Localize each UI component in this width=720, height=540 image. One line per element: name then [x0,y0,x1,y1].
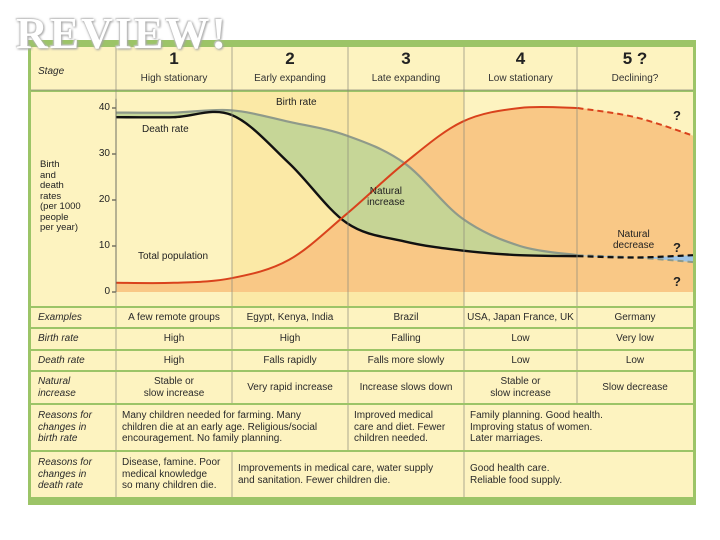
reasons_death-bg [31,452,693,497]
header-band [31,47,693,90]
table-cell: Falling [391,333,421,345]
table-row-3-bg [31,351,693,370]
table-cell: Egypt, Kenya, India [246,311,334,323]
stage-band-1 [116,92,232,306]
table-cell: Stable or slow increase [490,376,551,399]
y-tick-label-0: 0 [104,286,110,297]
natural-increase-area [116,109,693,263]
total-population-line [115,105,578,285]
death-rate-line [115,110,578,258]
table-cell: High [163,354,185,366]
dtm-panel: Stage Birth and death rates (per 1000 pe… [28,40,696,505]
table-cell: Brazil [393,311,419,323]
stage-name-2: Early expanding [254,73,326,84]
reasons_birth-b: Improved medical care and diet. Fewer ch… [354,410,446,445]
stage-number-5: 5 ? [622,49,648,68]
table-cell: Low [511,333,530,345]
reasons_birth-label: Reasons for changes in birth rate [38,410,92,445]
reasons_death-label: Reasons for changes in death rate [38,457,92,492]
table-cell: Stable or slow increase [143,376,205,399]
y-tick-label-20: 20 [98,194,110,205]
y-tick-label-10: 10 [98,240,110,251]
table-cell: Low [511,354,530,366]
birth-rate-label: Birth rate [276,97,317,108]
y-axis-label: Birth and death rates (per 1000 people p… [40,159,81,233]
table-cell: Falls more slowly [367,354,445,366]
reasons_death-c: Good health care. Reliable food supply. [470,463,563,486]
table-cell: Germany [614,311,656,323]
stage-number-3: 3 [401,49,411,68]
table-cell: Low [625,354,645,366]
question-mark-mid: ? [673,240,681,255]
stage-name-4: Low stationary [488,73,553,84]
stage-name-3: Late expanding [371,73,441,84]
question-mark-bottom: ? [673,274,681,289]
stage-name-5: Declining? [611,73,659,84]
table-cell: A few remote groups [128,311,220,323]
stage-number-2: 2 [285,49,295,68]
stage-name-1: High stationary [140,73,208,84]
y-tick-label-40: 40 [98,102,110,113]
reasons_birth-a: Many children needed for farming. Many c… [122,410,318,445]
table-cell: High [163,333,185,345]
table-row-2-bg [31,329,693,349]
row-label-3: Death rate [38,354,85,366]
row-label-2: Birth rate [38,333,79,345]
total-population-line-projected [577,107,694,137]
question-mark-top: ? [673,108,681,123]
total-population-label: Total population [138,251,209,262]
table-cell: Slow decrease [602,381,668,393]
natural-increase-label: Natural increase [367,186,405,208]
stage-number-4: 4 [515,49,526,68]
slide-title: REVIEW! [16,9,229,58]
natural-decrease-label: Natural decrease [613,229,655,251]
reasons_birth-c: Family planning. Good health. Improving … [470,410,603,445]
table-row-4-bg [31,372,693,403]
natural-decrease-area [577,255,693,263]
stage-label: Stage [38,66,65,77]
death-rate-line-projected [577,254,694,259]
yaxis-band [31,92,116,306]
table-cell: Very low [616,333,654,345]
table-cell: Very rapid increase [247,381,333,393]
dtm-graphic [31,47,694,497]
reasons_death-b: Improvements in medical care, water supp… [238,463,434,486]
table-cell: USA, Japan France, UK [467,311,574,323]
row-label-4: Natural increase [38,376,76,399]
reasons_birth-bg [31,405,693,450]
table-cell: Falls rapidly [263,354,317,366]
birth-rate-line [115,108,578,257]
reasons_death-a: Disease, famine. Poor medical knowledge … [122,457,221,492]
row-label-1: Examples [38,311,82,323]
stage-number-1: 1 [169,49,179,68]
table-cell: High [279,333,301,345]
y-tick-label-30: 30 [98,148,110,159]
death-rate-label: Death rate [142,124,189,135]
table-cell: Increase slows down [359,381,453,393]
table-row-1-bg [31,308,693,327]
